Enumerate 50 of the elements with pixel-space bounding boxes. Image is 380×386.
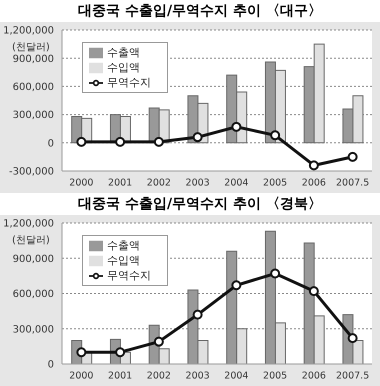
y-axis-title: (천달러): [12, 41, 50, 54]
y-tick-label: -300,000: [9, 166, 54, 178]
y-tick-label: 300,000: [12, 110, 54, 122]
point: [231, 122, 242, 132]
y-tick-label: 0: [48, 360, 54, 371]
x-tick-label: 2006: [302, 370, 326, 382]
y-tick-label: 1,200,000: [3, 218, 54, 230]
x-tick-label: 2007.5: [336, 178, 370, 189]
point: [308, 286, 319, 296]
legend-label: 무역수지: [107, 269, 151, 282]
x-tick-label: 2001: [108, 178, 132, 189]
x-tick-label: 2004: [224, 178, 248, 189]
legend-label: 수출액: [107, 239, 140, 252]
y-tick-label: 600,000: [12, 82, 54, 93]
x-tick-label: 2000: [69, 370, 94, 382]
x-tick-label: 2005: [263, 370, 288, 382]
x-tick-label: 2003: [186, 178, 210, 189]
legend-label: 수입액: [107, 254, 140, 267]
legend-label: 수출액: [107, 46, 140, 59]
point: [192, 132, 203, 142]
legend-label: 수입액: [107, 61, 140, 74]
point: [115, 136, 126, 147]
x-tick-label: 2001: [108, 370, 132, 382]
x-tick-label: 2006: [302, 178, 326, 189]
y-axis-title: (천달러): [12, 234, 50, 247]
x-tick-label: 2007.5: [336, 370, 370, 382]
chart-title: 대중국 수출입/무역수지 추이 〈경북〉: [77, 195, 323, 214]
x-tick-label: 2002: [146, 178, 171, 189]
y-tick-label: 1,200,000: [3, 26, 54, 37]
x-tick-label: 2004: [224, 370, 248, 382]
y-tick-label: 900,000: [12, 54, 54, 65]
x-tick-label: 2002: [146, 370, 171, 382]
point: [348, 152, 358, 162]
x-tick-label: 2000: [69, 178, 94, 189]
point: [76, 136, 86, 147]
point: [270, 130, 280, 140]
y-tick-label: 900,000: [12, 254, 54, 265]
x-tick-label: 2003: [186, 370, 210, 382]
point: [270, 268, 280, 279]
point: [231, 280, 242, 290]
chart-title: 대중국 수출입/무역수지 추이 〈대구〉: [77, 2, 323, 21]
y-tick-label: 300,000: [12, 324, 54, 336]
point: [154, 136, 164, 147]
y-tick-label: 0: [48, 138, 54, 150]
point: [192, 310, 203, 320]
x-tick-label: 2005: [263, 178, 288, 189]
legend-label: 무역수지: [107, 76, 151, 89]
point: [348, 333, 358, 344]
point: [308, 160, 319, 170]
y-tick-label: 600,000: [12, 289, 54, 300]
